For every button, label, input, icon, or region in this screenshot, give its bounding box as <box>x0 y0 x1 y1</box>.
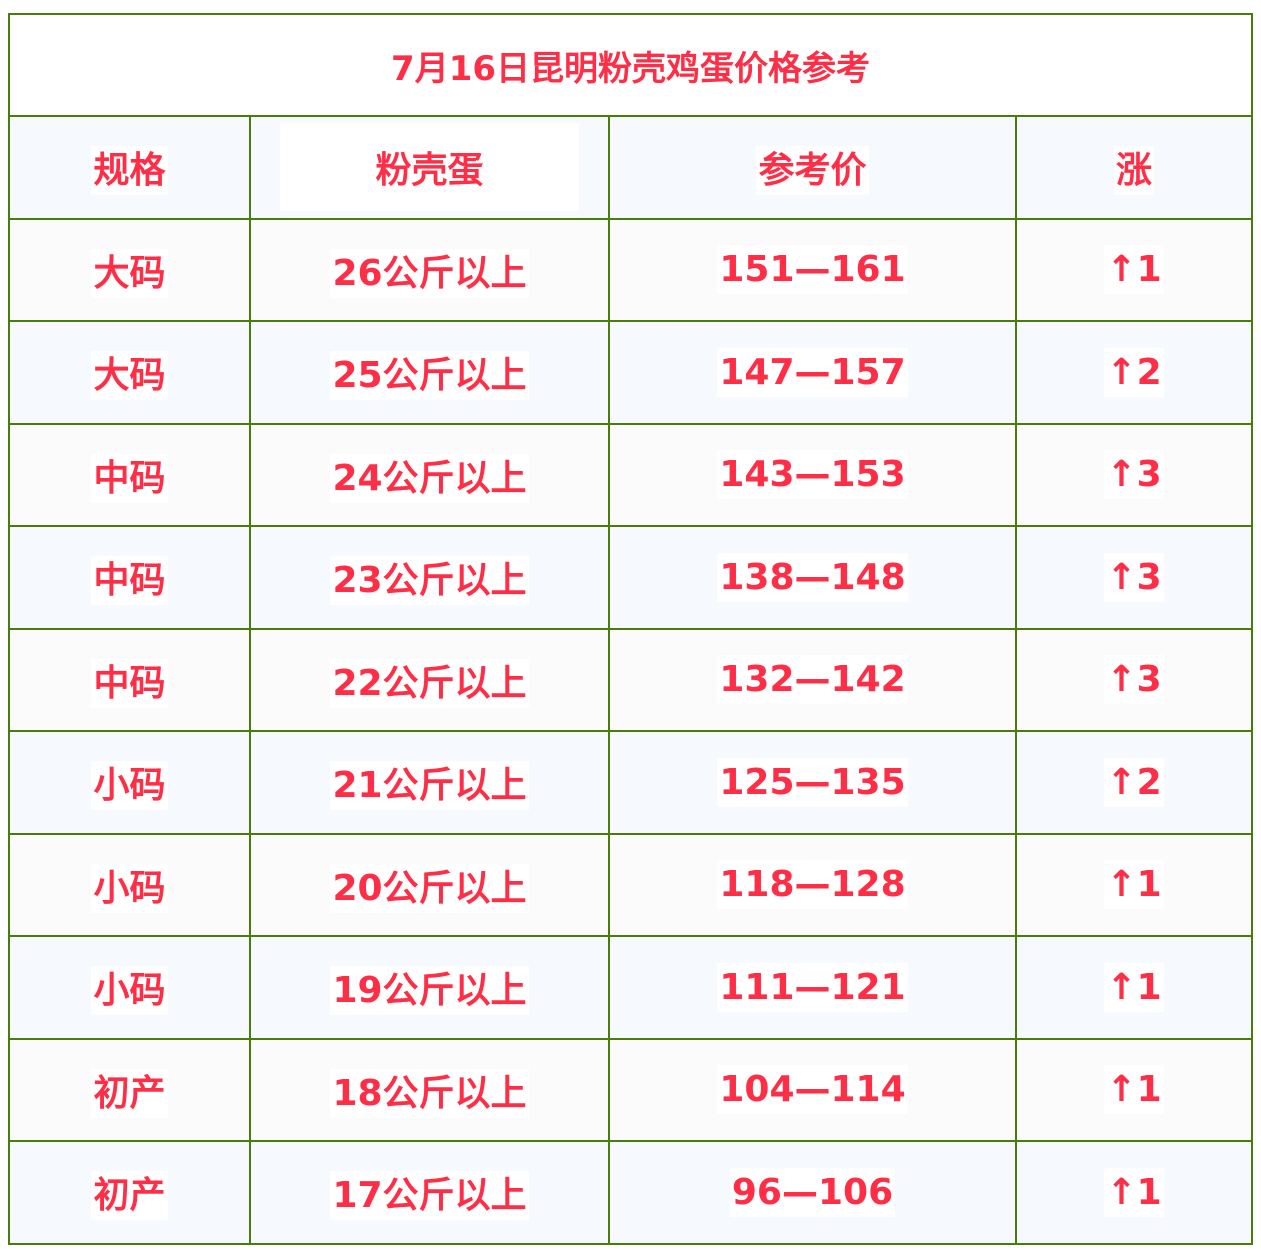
change-cell: ↑1 <box>1014 935 1254 1040</box>
price-cell-text: 132—142 <box>717 655 908 705</box>
size-cell-text: 大码 <box>91 248 168 298</box>
title-row: 7月16日昆明粉壳鸡蛋价格参考 <box>7 13 1254 117</box>
size-cell-text: 初产 <box>91 1068 168 1118</box>
weight-cell-text: 24公斤以上 <box>330 453 529 503</box>
size-cell-text: 中码 <box>91 658 168 708</box>
size-cell-text: 大码 <box>91 351 168 401</box>
size-cell: 中码 <box>8 525 251 630</box>
change-cell: ↑3 <box>1014 627 1254 732</box>
price-cell: 118—128 <box>608 832 1017 937</box>
change-cell-text: ↑3 <box>1104 450 1164 500</box>
weight-cell: 20公斤以上 <box>249 832 610 937</box>
change-cell-text: ↑2 <box>1104 347 1164 397</box>
table-row: 初产 17公斤以上 96—106 ↑1 <box>8 1140 1254 1245</box>
price-cell-text: 111—121 <box>717 962 908 1012</box>
change-cell-text: ↑1 <box>1104 1065 1164 1115</box>
size-cell: 初产 <box>8 1037 251 1142</box>
change-cell: ↑3 <box>1014 525 1254 630</box>
change-cell-text: ↑2 <box>1104 757 1164 807</box>
size-cell-text: 小码 <box>91 863 168 913</box>
size-cell: 大码 <box>8 320 251 425</box>
table-row: 小码 19公斤以上 111—121 ↑1 <box>8 935 1254 1040</box>
change-cell-text: ↑1 <box>1104 245 1164 295</box>
change-cell: ↑3 <box>1014 422 1254 527</box>
header-egg-type: 粉壳蛋 <box>249 115 610 220</box>
price-cell: 151—161 <box>608 217 1017 322</box>
size-cell-text: 小码 <box>91 761 168 811</box>
size-cell-text: 中码 <box>91 453 168 503</box>
table-row: 中码 23公斤以上 138—148 ↑3 <box>8 525 1254 630</box>
table-row: 大码 25公斤以上 147—157 ↑2 <box>8 320 1254 425</box>
table-row: 初产 18公斤以上 104—114 ↑1 <box>8 1037 1254 1142</box>
weight-cell-text: 20公斤以上 <box>330 863 529 913</box>
weight-cell: 19公斤以上 <box>249 935 610 1040</box>
header-row: 规格 粉壳蛋 参考价 涨 <box>8 115 1254 220</box>
price-cell: 132—142 <box>608 627 1017 732</box>
price-cell-text: 151—161 <box>717 245 908 295</box>
change-cell: ↑2 <box>1014 730 1254 835</box>
price-cell-text: 104—114 <box>717 1065 908 1115</box>
price-cell: 138—148 <box>608 525 1017 630</box>
weight-cell: 18公斤以上 <box>249 1037 610 1142</box>
weight-cell: 17公斤以上 <box>249 1140 610 1245</box>
weight-cell: 26公斤以上 <box>249 217 610 322</box>
price-cell: 125—135 <box>608 730 1017 835</box>
table-row: 中码 24公斤以上 143—153 ↑3 <box>8 422 1254 527</box>
weight-cell-text: 23公斤以上 <box>330 556 529 606</box>
size-cell: 初产 <box>8 1140 251 1245</box>
change-cell-text: ↑1 <box>1104 860 1164 910</box>
change-cell: ↑1 <box>1014 1140 1254 1245</box>
change-cell-text: ↑1 <box>1104 962 1164 1012</box>
header-size: 规格 <box>8 115 251 220</box>
size-cell: 小码 <box>8 730 251 835</box>
table-row: 小码 21公斤以上 125—135 ↑2 <box>8 730 1254 835</box>
change-cell: ↑2 <box>1014 320 1254 425</box>
price-cell-text: 143—153 <box>717 450 908 500</box>
price-cell-text: 96—106 <box>729 1167 896 1217</box>
price-cell-text: 125—135 <box>717 757 908 807</box>
weight-cell-text: 21公斤以上 <box>330 761 529 811</box>
change-cell-text: ↑3 <box>1104 552 1164 602</box>
change-cell-text: ↑1 <box>1104 1167 1164 1217</box>
size-cell-text: 小码 <box>91 966 168 1016</box>
price-cell: 147—157 <box>608 320 1017 425</box>
weight-cell-text: 17公斤以上 <box>330 1171 529 1221</box>
table-row: 小码 20公斤以上 118—128 ↑1 <box>8 832 1254 937</box>
size-cell-text: 中码 <box>91 556 168 606</box>
change-cell: ↑1 <box>1014 217 1254 322</box>
weight-cell-text: 26公斤以上 <box>330 248 529 298</box>
weight-cell-text: 19公斤以上 <box>330 966 529 1016</box>
size-cell: 中码 <box>8 627 251 732</box>
price-cell-text: 118—128 <box>717 860 908 910</box>
change-cell: ↑1 <box>1014 832 1254 937</box>
change-cell: ↑1 <box>1014 1037 1254 1142</box>
weight-cell: 23公斤以上 <box>249 525 610 630</box>
price-cell: 111—121 <box>608 935 1017 1040</box>
price-cell: 143—153 <box>608 422 1017 527</box>
weight-cell-text: 25公斤以上 <box>330 351 529 401</box>
size-cell: 小码 <box>8 935 251 1040</box>
header-change: 涨 <box>1014 115 1254 220</box>
price-cell: 96—106 <box>608 1140 1017 1245</box>
weight-cell: 25公斤以上 <box>249 320 610 425</box>
header-price: 参考价 <box>608 115 1017 220</box>
weight-cell: 24公斤以上 <box>249 422 610 527</box>
change-cell-text: ↑3 <box>1104 655 1164 705</box>
size-cell-text: 初产 <box>91 1171 168 1221</box>
table-title: 7月16日昆明粉壳鸡蛋价格参考 <box>7 13 1254 117</box>
table-row: 大码 26公斤以上 151—161 ↑1 <box>8 217 1254 322</box>
size-cell: 大码 <box>8 217 251 322</box>
price-table: 7月16日昆明粉壳鸡蛋价格参考 规格 粉壳蛋 参考价 涨 大码 26公斤以上 151… <box>7 13 1254 1245</box>
size-cell: 小码 <box>8 832 251 937</box>
size-cell: 中码 <box>8 422 251 527</box>
price-cell-text: 138—148 <box>717 552 908 602</box>
price-cell-text: 147—157 <box>717 347 908 397</box>
weight-cell: 21公斤以上 <box>249 730 610 835</box>
table-row: 中码 22公斤以上 132—142 ↑3 <box>8 627 1254 732</box>
weight-cell-text: 18公斤以上 <box>330 1068 529 1118</box>
weight-cell: 22公斤以上 <box>249 627 610 732</box>
price-cell: 104—114 <box>608 1037 1017 1142</box>
weight-cell-text: 22公斤以上 <box>330 658 529 708</box>
